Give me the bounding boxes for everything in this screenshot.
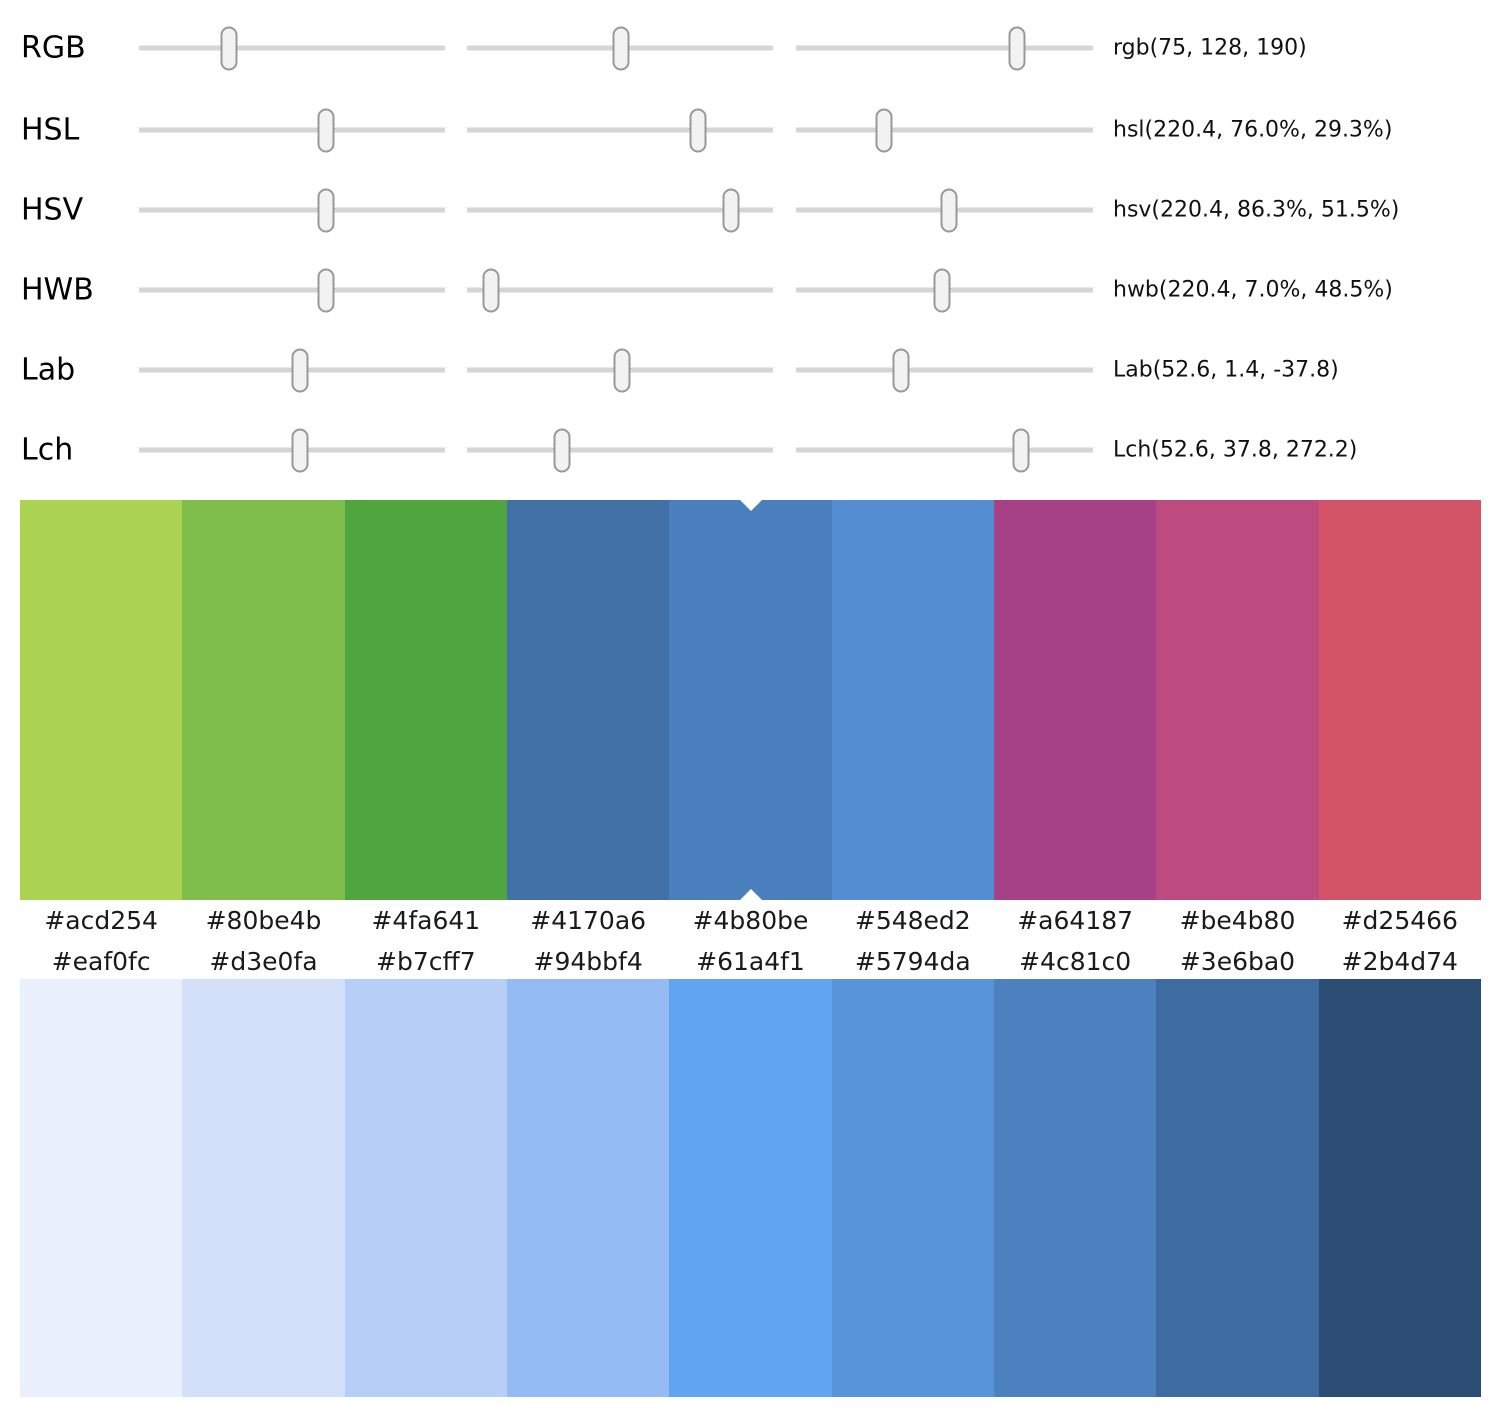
hsl-hue-slider-thumb[interactable] <box>317 108 335 152</box>
hue-swatch-7[interactable] <box>1156 500 1319 900</box>
slider-row-hwb: HWB hwb(220.4, 7.0%, 48.5%) <box>0 268 1501 312</box>
lab-l-slider-track[interactable] <box>139 348 445 392</box>
hwb-hue-slider-track[interactable] <box>139 268 445 312</box>
hue-swatch-8[interactable] <box>1318 500 1481 900</box>
colorspace-label-rgb: RGB <box>21 30 86 66</box>
hue-hex-label-2: #4fa641 <box>371 906 481 935</box>
hue-swatch-4[interactable] <box>669 500 832 900</box>
lch-l-slider-thumb[interactable] <box>291 428 309 472</box>
hsl-hue-slider-track[interactable] <box>139 108 445 152</box>
hwb-blackness-slider-track[interactable] <box>796 268 1093 312</box>
hue-hex-label-3: #4170a6 <box>530 906 647 935</box>
lch-hue-slider-track[interactable] <box>796 428 1093 472</box>
tint-palette-strip <box>20 979 1481 1397</box>
tint-swatch-1[interactable] <box>182 979 345 1397</box>
hwb-hue-slider-thumb[interactable] <box>317 268 335 312</box>
hsl-lightness-slider-thumb[interactable] <box>875 108 893 152</box>
colorspace-label-hsl: HSL <box>21 112 80 148</box>
hwb-whiteness-slider-track[interactable] <box>467 268 773 312</box>
hue-hex-label-8: #d25466 <box>1341 906 1458 935</box>
hsv-hue-slider-thumb[interactable] <box>317 188 335 232</box>
hsl-value-text: hsl(220.4, 76.0%, 29.3%) <box>1113 117 1393 143</box>
hsv-saturation-slider-track[interactable] <box>467 188 773 232</box>
hwb-blackness-slider-thumb[interactable] <box>933 268 951 312</box>
hue-palette-strip <box>20 500 1481 900</box>
tint-swatch-0[interactable] <box>20 979 183 1397</box>
tint-hex-label-4: #61a4f1 <box>696 947 805 976</box>
colorspace-label-hsv: HSV <box>21 192 84 228</box>
rgb-blue-slider-track[interactable] <box>796 26 1093 70</box>
tint-hex-label-7: #3e6ba0 <box>1179 947 1296 976</box>
hsl-saturation-slider-thumb[interactable] <box>689 108 707 152</box>
colorspace-label-lch: Lch <box>21 432 74 468</box>
rgb-red-slider-track[interactable] <box>139 26 445 70</box>
hue-hex-label-1: #80be4b <box>205 906 322 935</box>
lch-chroma-slider-thumb[interactable] <box>553 428 571 472</box>
tint-hex-label-5: #5794da <box>854 947 971 976</box>
lch-chroma-slider-track[interactable] <box>467 428 773 472</box>
hwb-value-text: hwb(220.4, 7.0%, 48.5%) <box>1113 277 1393 303</box>
lch-l-slider-track[interactable] <box>139 428 445 472</box>
lab-a-slider-thumb[interactable] <box>613 348 631 392</box>
rgb-red-slider-thumb[interactable] <box>220 26 238 70</box>
lab-l-slider-thumb[interactable] <box>291 348 309 392</box>
rgb-green-slider-track[interactable] <box>467 26 773 70</box>
tint-hex-label-2: #b7cff7 <box>376 947 476 976</box>
hue-hex-label-0: #acd254 <box>44 906 158 935</box>
rgb-blue-slider-thumb[interactable] <box>1008 26 1026 70</box>
lab-b-slider-thumb[interactable] <box>892 348 910 392</box>
hue-hex-label-row: #acd254 #80be4b #4fa641 #4170a6 #4b80be … <box>20 902 1481 939</box>
slider-row-hsl: HSL hsl(220.4, 76.0%, 29.3%) <box>0 108 1501 152</box>
hue-swatch-2[interactable] <box>344 500 507 900</box>
hsl-lightness-slider-track[interactable] <box>796 108 1093 152</box>
lab-value-text: Lab(52.6, 1.4, -37.8) <box>1113 357 1339 383</box>
tint-hex-label-6: #4c81c0 <box>1019 947 1132 976</box>
tint-hex-label-1: #d3e0fa <box>209 947 318 976</box>
hue-hex-label-5: #548ed2 <box>854 906 971 935</box>
tint-swatch-5[interactable] <box>831 979 994 1397</box>
hsv-value-slider-track[interactable] <box>796 188 1093 232</box>
hue-hex-label-7: #be4b80 <box>1179 906 1296 935</box>
slider-row-lch: Lch Lch(52.6, 37.8, 272.2) <box>0 428 1501 472</box>
hue-swatch-6[interactable] <box>993 500 1157 900</box>
colorspace-label-lab: Lab <box>21 352 76 388</box>
hue-hex-label-4: #4b80be <box>692 906 809 935</box>
lab-a-slider-track[interactable] <box>467 348 773 392</box>
tint-swatch-2[interactable] <box>344 979 507 1397</box>
lch-value-text: Lch(52.6, 37.8, 272.2) <box>1113 437 1358 463</box>
hue-hex-label-6: #a64187 <box>1017 906 1134 935</box>
hwb-whiteness-slider-thumb[interactable] <box>482 268 500 312</box>
tint-hex-label-3: #94bbf4 <box>533 947 643 976</box>
tint-swatch-4[interactable] <box>669 979 832 1397</box>
hue-swatch-1[interactable] <box>182 500 345 900</box>
tint-swatch-6[interactable] <box>993 979 1157 1397</box>
hue-swatch-5[interactable] <box>831 500 994 900</box>
hsv-value-slider-thumb[interactable] <box>940 188 958 232</box>
lch-hue-slider-thumb[interactable] <box>1012 428 1030 472</box>
rgb-value-text: rgb(75, 128, 190) <box>1113 35 1307 61</box>
tint-swatch-7[interactable] <box>1156 979 1319 1397</box>
tint-swatch-3[interactable] <box>506 979 670 1397</box>
slider-row-rgb: RGB rgb(75, 128, 190) <box>0 26 1501 70</box>
hsv-value-text: hsv(220.4, 86.3%, 51.5%) <box>1113 197 1400 223</box>
hsv-saturation-slider-thumb[interactable] <box>722 188 740 232</box>
tint-hex-label-row: #eaf0fc #d3e0fa #b7cff7 #94bbf4 #61a4f1 … <box>20 943 1481 980</box>
slider-row-lab: Lab Lab(52.6, 1.4, -37.8) <box>0 348 1501 392</box>
hsv-hue-slider-track[interactable] <box>139 188 445 232</box>
tint-hex-label-8: #2b4d74 <box>1341 947 1458 976</box>
slider-row-hsv: HSV hsv(220.4, 86.3%, 51.5%) <box>0 188 1501 232</box>
colorspace-label-hwb: HWB <box>21 272 94 308</box>
tint-hex-label-0: #eaf0fc <box>51 947 151 976</box>
tint-swatch-8[interactable] <box>1318 979 1481 1397</box>
hue-swatch-3[interactable] <box>506 500 670 900</box>
hue-swatch-0[interactable] <box>20 500 183 900</box>
lab-b-slider-track[interactable] <box>796 348 1093 392</box>
rgb-green-slider-thumb[interactable] <box>612 26 630 70</box>
hsl-saturation-slider-track[interactable] <box>467 108 773 152</box>
